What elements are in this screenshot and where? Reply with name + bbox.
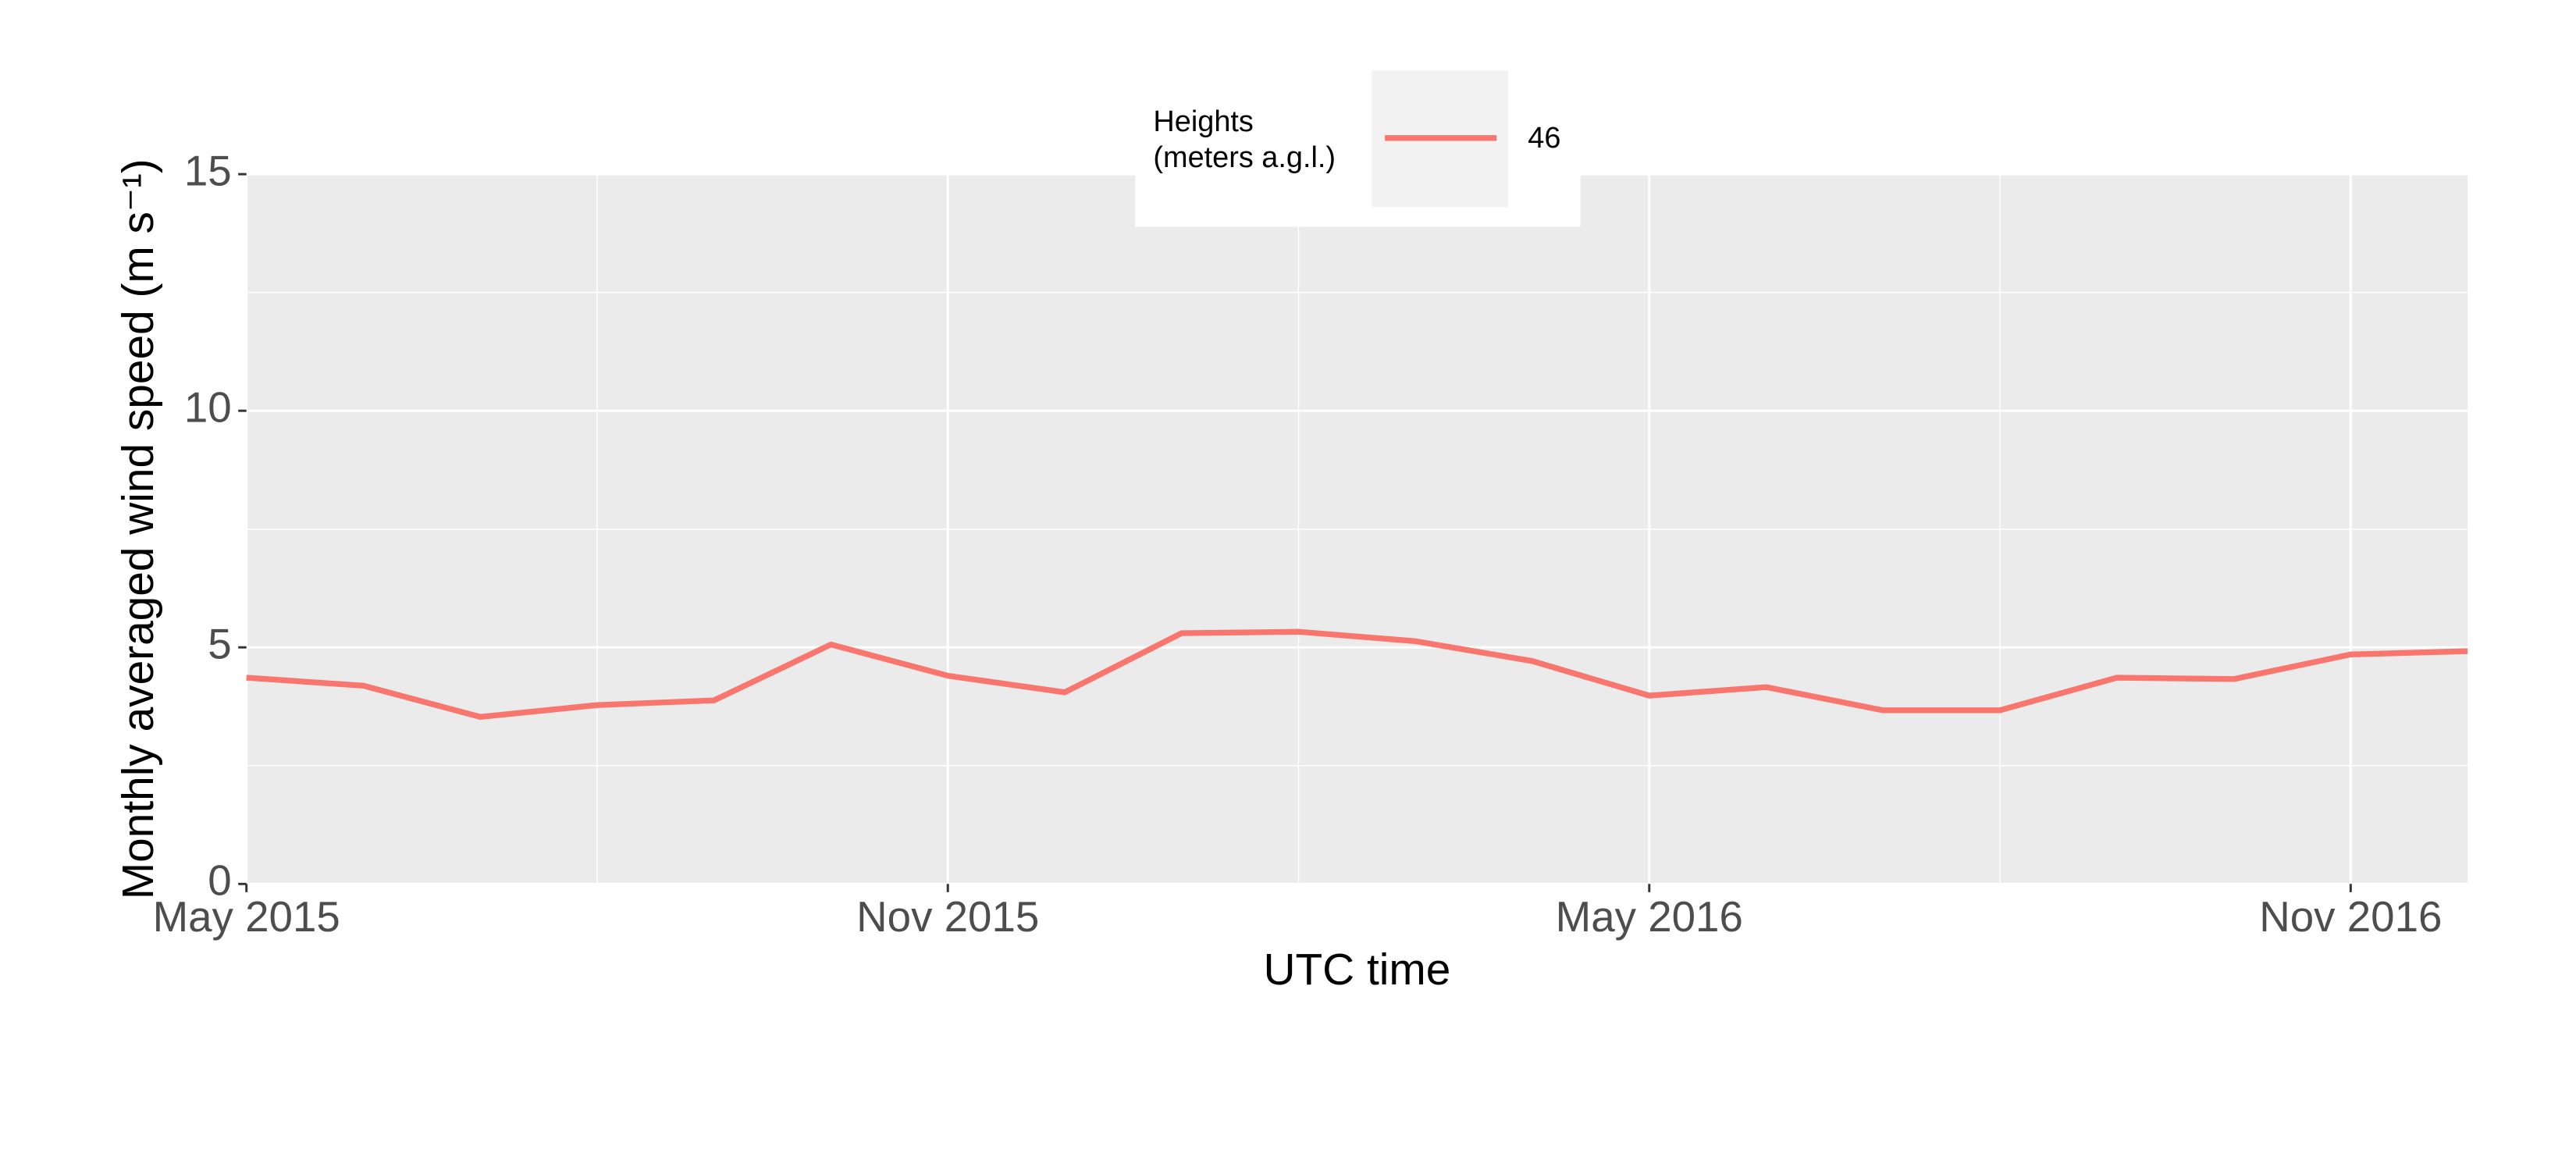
y-axis-title: Monthly averaged wind speed (m s⁻¹) xyxy=(114,158,163,899)
x-tick-label: Nov 2015 xyxy=(856,892,1039,941)
data-line xyxy=(246,628,2468,721)
y-tick-label: 0 xyxy=(208,856,231,905)
x-axis-title: UTC time xyxy=(1263,945,1450,995)
y-tick-label: 15 xyxy=(184,147,232,195)
legend-title: Heights xyxy=(1153,105,1253,138)
legend: Heights (meters a.g.l.) 46 xyxy=(1135,70,1581,227)
legend-title: (meters a.g.l.) xyxy=(1153,141,1336,174)
legend-label: 46 xyxy=(1528,122,1560,155)
y-tick-label: 10 xyxy=(184,383,232,432)
y-tick-label: 5 xyxy=(208,620,231,668)
x-tick-label: May 2016 xyxy=(1556,892,1743,941)
x-tick-label: May 2015 xyxy=(153,892,340,941)
x-tick-label: Nov 2016 xyxy=(2259,892,2442,941)
